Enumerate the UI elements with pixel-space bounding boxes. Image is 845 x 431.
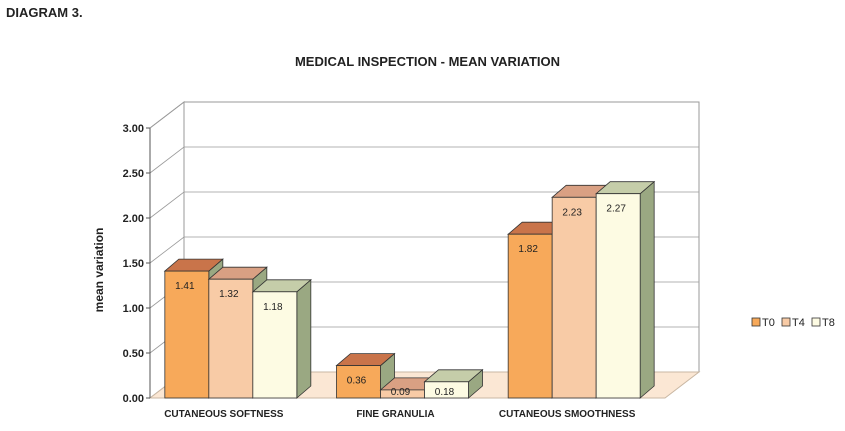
chart-title: MEDICAL INSPECTION - MEAN VARIATION — [294, 54, 561, 69]
bar-front — [164, 270, 210, 399]
y-axis-ticks: 0.00 0.50 1.00 1.50 2.00 2.50 3.00 — [123, 123, 151, 405]
x-category-label-1: FINE GRANULIA — [356, 409, 434, 420]
bars: 1.41 1.32 1.18 0.36 0.09 0.18 1.82 2.23 2.27 — [163, 180, 656, 399]
bar-front — [424, 381, 469, 399]
y-axis-label: mean variation — [92, 228, 106, 313]
legend-swatch-t4 — [781, 317, 791, 327]
y-tick-label: 3.00 — [123, 123, 144, 135]
bar-front — [208, 278, 254, 399]
data-label: 0.36 — [347, 376, 367, 387]
legend-label-t4: T4 — [792, 317, 805, 329]
data-label: 1.82 — [518, 244, 538, 255]
data-label: 1.32 — [219, 289, 239, 300]
diagram-label: DIAGRAM 3. — [6, 5, 83, 20]
data-label: 0.18 — [435, 387, 455, 398]
gridline — [149, 191, 699, 219]
y-tick-label: 1.00 — [123, 303, 144, 315]
bar-front — [595, 193, 641, 399]
y-tick-label: 2.50 — [123, 168, 144, 180]
bar-t8-2: 2.27 — [595, 180, 656, 399]
legend-label-t8: T8 — [822, 317, 835, 329]
data-label: 2.23 — [562, 207, 582, 218]
x-category-label-2: CUTANEOUS SMOOTHNESS — [499, 409, 636, 420]
y-tick-label: 2.00 — [123, 213, 144, 225]
data-label: 1.41 — [175, 281, 195, 292]
bar-side — [639, 180, 655, 399]
legend: T0 T4 T8 — [751, 317, 835, 329]
legend-swatch-t8 — [811, 317, 821, 327]
bar-front — [507, 233, 553, 399]
bar-front — [336, 365, 381, 399]
bar-t8-0: 1.18 — [251, 278, 312, 399]
gridline — [149, 146, 699, 174]
legend-swatch-t0 — [751, 317, 761, 327]
bar-side — [296, 278, 312, 399]
x-category-label-0: CUTANEOUS SOFTNESS — [164, 409, 284, 420]
data-label: 1.18 — [263, 302, 283, 313]
x-axis-categories: CUTANEOUS SOFTNESS FINE GRANULIA CUTANEOUS… — [164, 409, 636, 420]
bar-front — [252, 291, 298, 399]
y-tick-label: 0.50 — [123, 348, 144, 360]
y-tick-label: 1.50 — [123, 258, 144, 270]
data-label: 0.09 — [391, 387, 411, 398]
y-tick-label: 0.00 — [123, 393, 144, 405]
gridline — [149, 101, 699, 129]
bar-t8-1: 0.18 — [423, 368, 484, 399]
bar-front — [551, 196, 597, 399]
legend-label-t0: T0 — [762, 317, 775, 329]
data-label: 2.27 — [606, 204, 626, 215]
